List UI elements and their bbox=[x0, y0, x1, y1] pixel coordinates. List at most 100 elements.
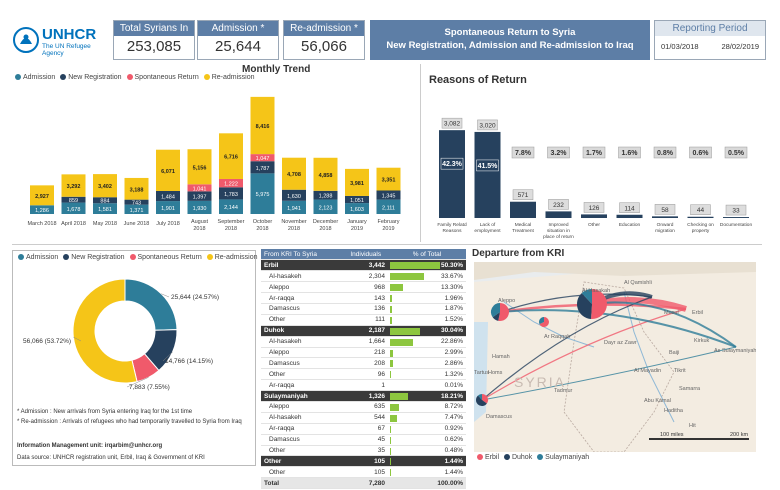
bar-admission bbox=[219, 199, 243, 214]
cell-percent: 1.32% bbox=[388, 368, 466, 381]
x-tick-label: September bbox=[218, 219, 245, 225]
pie-marker-ar-raqqa bbox=[539, 322, 544, 325]
cell-percent: 0.62% bbox=[388, 434, 466, 446]
percent-label: 1.7% bbox=[586, 150, 603, 157]
cell-location: Other bbox=[261, 466, 344, 479]
percent-text: 1.96% bbox=[444, 294, 463, 302]
cell-location: Erbil bbox=[261, 259, 344, 272]
cell-location: Ar-raqqa bbox=[261, 423, 344, 435]
percent-label-box bbox=[724, 146, 748, 159]
x-tick-label: March 2018 bbox=[27, 221, 56, 227]
scale-label: 100 miles bbox=[660, 432, 684, 438]
map-place-label: Tadmur bbox=[554, 388, 573, 394]
scale-bar bbox=[649, 438, 749, 440]
bar-new-registration bbox=[187, 191, 212, 201]
bar-admission bbox=[156, 201, 180, 214]
stat-value: 253,085 bbox=[126, 38, 182, 55]
data-label: 1,047 bbox=[256, 156, 270, 162]
map-legend: Erbil Duhok Sulaymaniyah bbox=[474, 454, 589, 461]
table-row: Ar-raqqa 1 0.01% bbox=[261, 379, 466, 392]
cell-location: Ar-raqqa bbox=[261, 292, 344, 304]
map-place-label: Erbil bbox=[692, 310, 703, 316]
cell-individuals: 111 bbox=[343, 314, 388, 326]
cell-percent: 1.44% bbox=[388, 455, 466, 468]
cell-location: Damascus bbox=[261, 434, 344, 446]
percent-bar bbox=[390, 393, 409, 401]
period-label: Reporting Period bbox=[655, 21, 765, 36]
x-tick-label: Treatment bbox=[512, 228, 534, 234]
bar-admission bbox=[345, 203, 369, 214]
cell-individuals: 45 bbox=[343, 434, 388, 446]
table-group-row: Duhok 2,187 30.04% bbox=[261, 325, 466, 337]
data-label: 4,708 bbox=[287, 172, 301, 178]
percent-text: 30.04% bbox=[440, 327, 463, 335]
x-tick-label: place of return bbox=[543, 234, 574, 240]
map-place-label: Hamah bbox=[492, 354, 510, 360]
x-tick-label: January bbox=[347, 219, 367, 225]
stat-value: 25,644 bbox=[215, 38, 261, 55]
cell-location: Damascus bbox=[261, 357, 344, 370]
percent-bar bbox=[390, 403, 399, 411]
count-label-box bbox=[477, 119, 498, 131]
bar-re-admission bbox=[219, 133, 243, 179]
table-row: Other 111 1.52% bbox=[261, 314, 466, 326]
x-tick-label: Lack of bbox=[480, 222, 496, 228]
donut-chart: 25,644 (24.57%) 14,766 (14.15%) 7,883 (7.5… bbox=[23, 278, 219, 391]
x-tick-label: 2019 bbox=[351, 226, 363, 232]
data-label: 3,981 bbox=[350, 181, 364, 187]
percent-text: 100.00% bbox=[437, 479, 463, 487]
table-row: Damascus 208 2.86% bbox=[261, 357, 466, 370]
divider bbox=[12, 244, 762, 245]
stat-label: Admission * bbox=[198, 21, 278, 36]
x-tick-label: June 2018 bbox=[124, 221, 150, 227]
data-label: 1,371 bbox=[130, 208, 144, 214]
bar-new-registration bbox=[345, 195, 369, 204]
table-row: Ar-raqqa 67 0.92% bbox=[261, 423, 466, 435]
note-admission: * Admission : New arrivals from Syria en… bbox=[17, 409, 193, 415]
map-place-label: Mosul bbox=[664, 310, 679, 316]
departure-map: Al Qamishli Mosul Erbil Kirkuk As Sulaymaniy… bbox=[474, 262, 756, 452]
legend-label: Admission bbox=[26, 254, 59, 261]
percent-text: 13.30% bbox=[440, 283, 463, 291]
donut-panel: Admission New Registration Spontaneous R… bbox=[12, 250, 257, 466]
x-tick-label: April 2018 bbox=[61, 221, 86, 227]
legend-label: Admission bbox=[23, 74, 56, 81]
table-row: Other 96 1.32% bbox=[261, 368, 466, 381]
data-label: 743 bbox=[132, 201, 141, 207]
cell-individuals: 3,442 bbox=[343, 259, 388, 272]
table-group-row: Other 105 1.44% bbox=[261, 455, 466, 468]
data-label: 1,041 bbox=[193, 186, 207, 192]
reason-bar bbox=[439, 130, 465, 218]
map-place-label: Al Hasakah bbox=[582, 288, 610, 294]
count-label-box bbox=[583, 202, 605, 213]
legend-dot-sulaymaniyah bbox=[537, 454, 544, 461]
flow-line bbox=[481, 296, 653, 401]
x-tick-label: 2018 bbox=[319, 226, 331, 232]
table-row: Other 105 1.44% bbox=[261, 466, 466, 479]
data-label: 1,286 bbox=[35, 208, 49, 214]
legend-label: Re-admission bbox=[211, 74, 255, 81]
donut-slice bbox=[124, 278, 178, 331]
count-label-box bbox=[512, 189, 534, 200]
stat-admission: Admission * 25,644 bbox=[197, 20, 279, 60]
bar-re-admission bbox=[345, 168, 369, 196]
data-label: 1,345 bbox=[382, 194, 396, 200]
legend-label: Spontaneous Return bbox=[134, 74, 199, 81]
data-label: 1,222 bbox=[224, 182, 238, 188]
percent-text: 0.48% bbox=[444, 446, 463, 454]
map-place-label: Al Qamishli bbox=[624, 280, 652, 286]
data-label: 884 bbox=[100, 199, 109, 205]
col-header-individuals[interactable]: Individuals bbox=[343, 249, 388, 261]
table-group-row: Erbil 3,442 50.30% bbox=[261, 259, 466, 272]
bar-new-registration bbox=[156, 190, 180, 202]
percent-text: 0.92% bbox=[444, 425, 463, 433]
stat-total-syrians: Total Syrians In Iraq 253,085 bbox=[113, 20, 195, 60]
monthly-legend: Admission New Registration Spontaneous R… bbox=[12, 74, 254, 81]
table-row: Al-hasakeh 544 7.47% bbox=[261, 412, 466, 424]
table-group-row: Sulaymaniyah 1,326 18.21% bbox=[261, 390, 466, 402]
table-row: Other 35 0.48% bbox=[261, 445, 466, 457]
map-place-label: Baiji bbox=[669, 350, 679, 356]
cell-percent: 0.92% bbox=[388, 423, 466, 435]
cell-percent: 8.72% bbox=[388, 401, 466, 413]
cell-percent: 1.87% bbox=[388, 303, 466, 315]
